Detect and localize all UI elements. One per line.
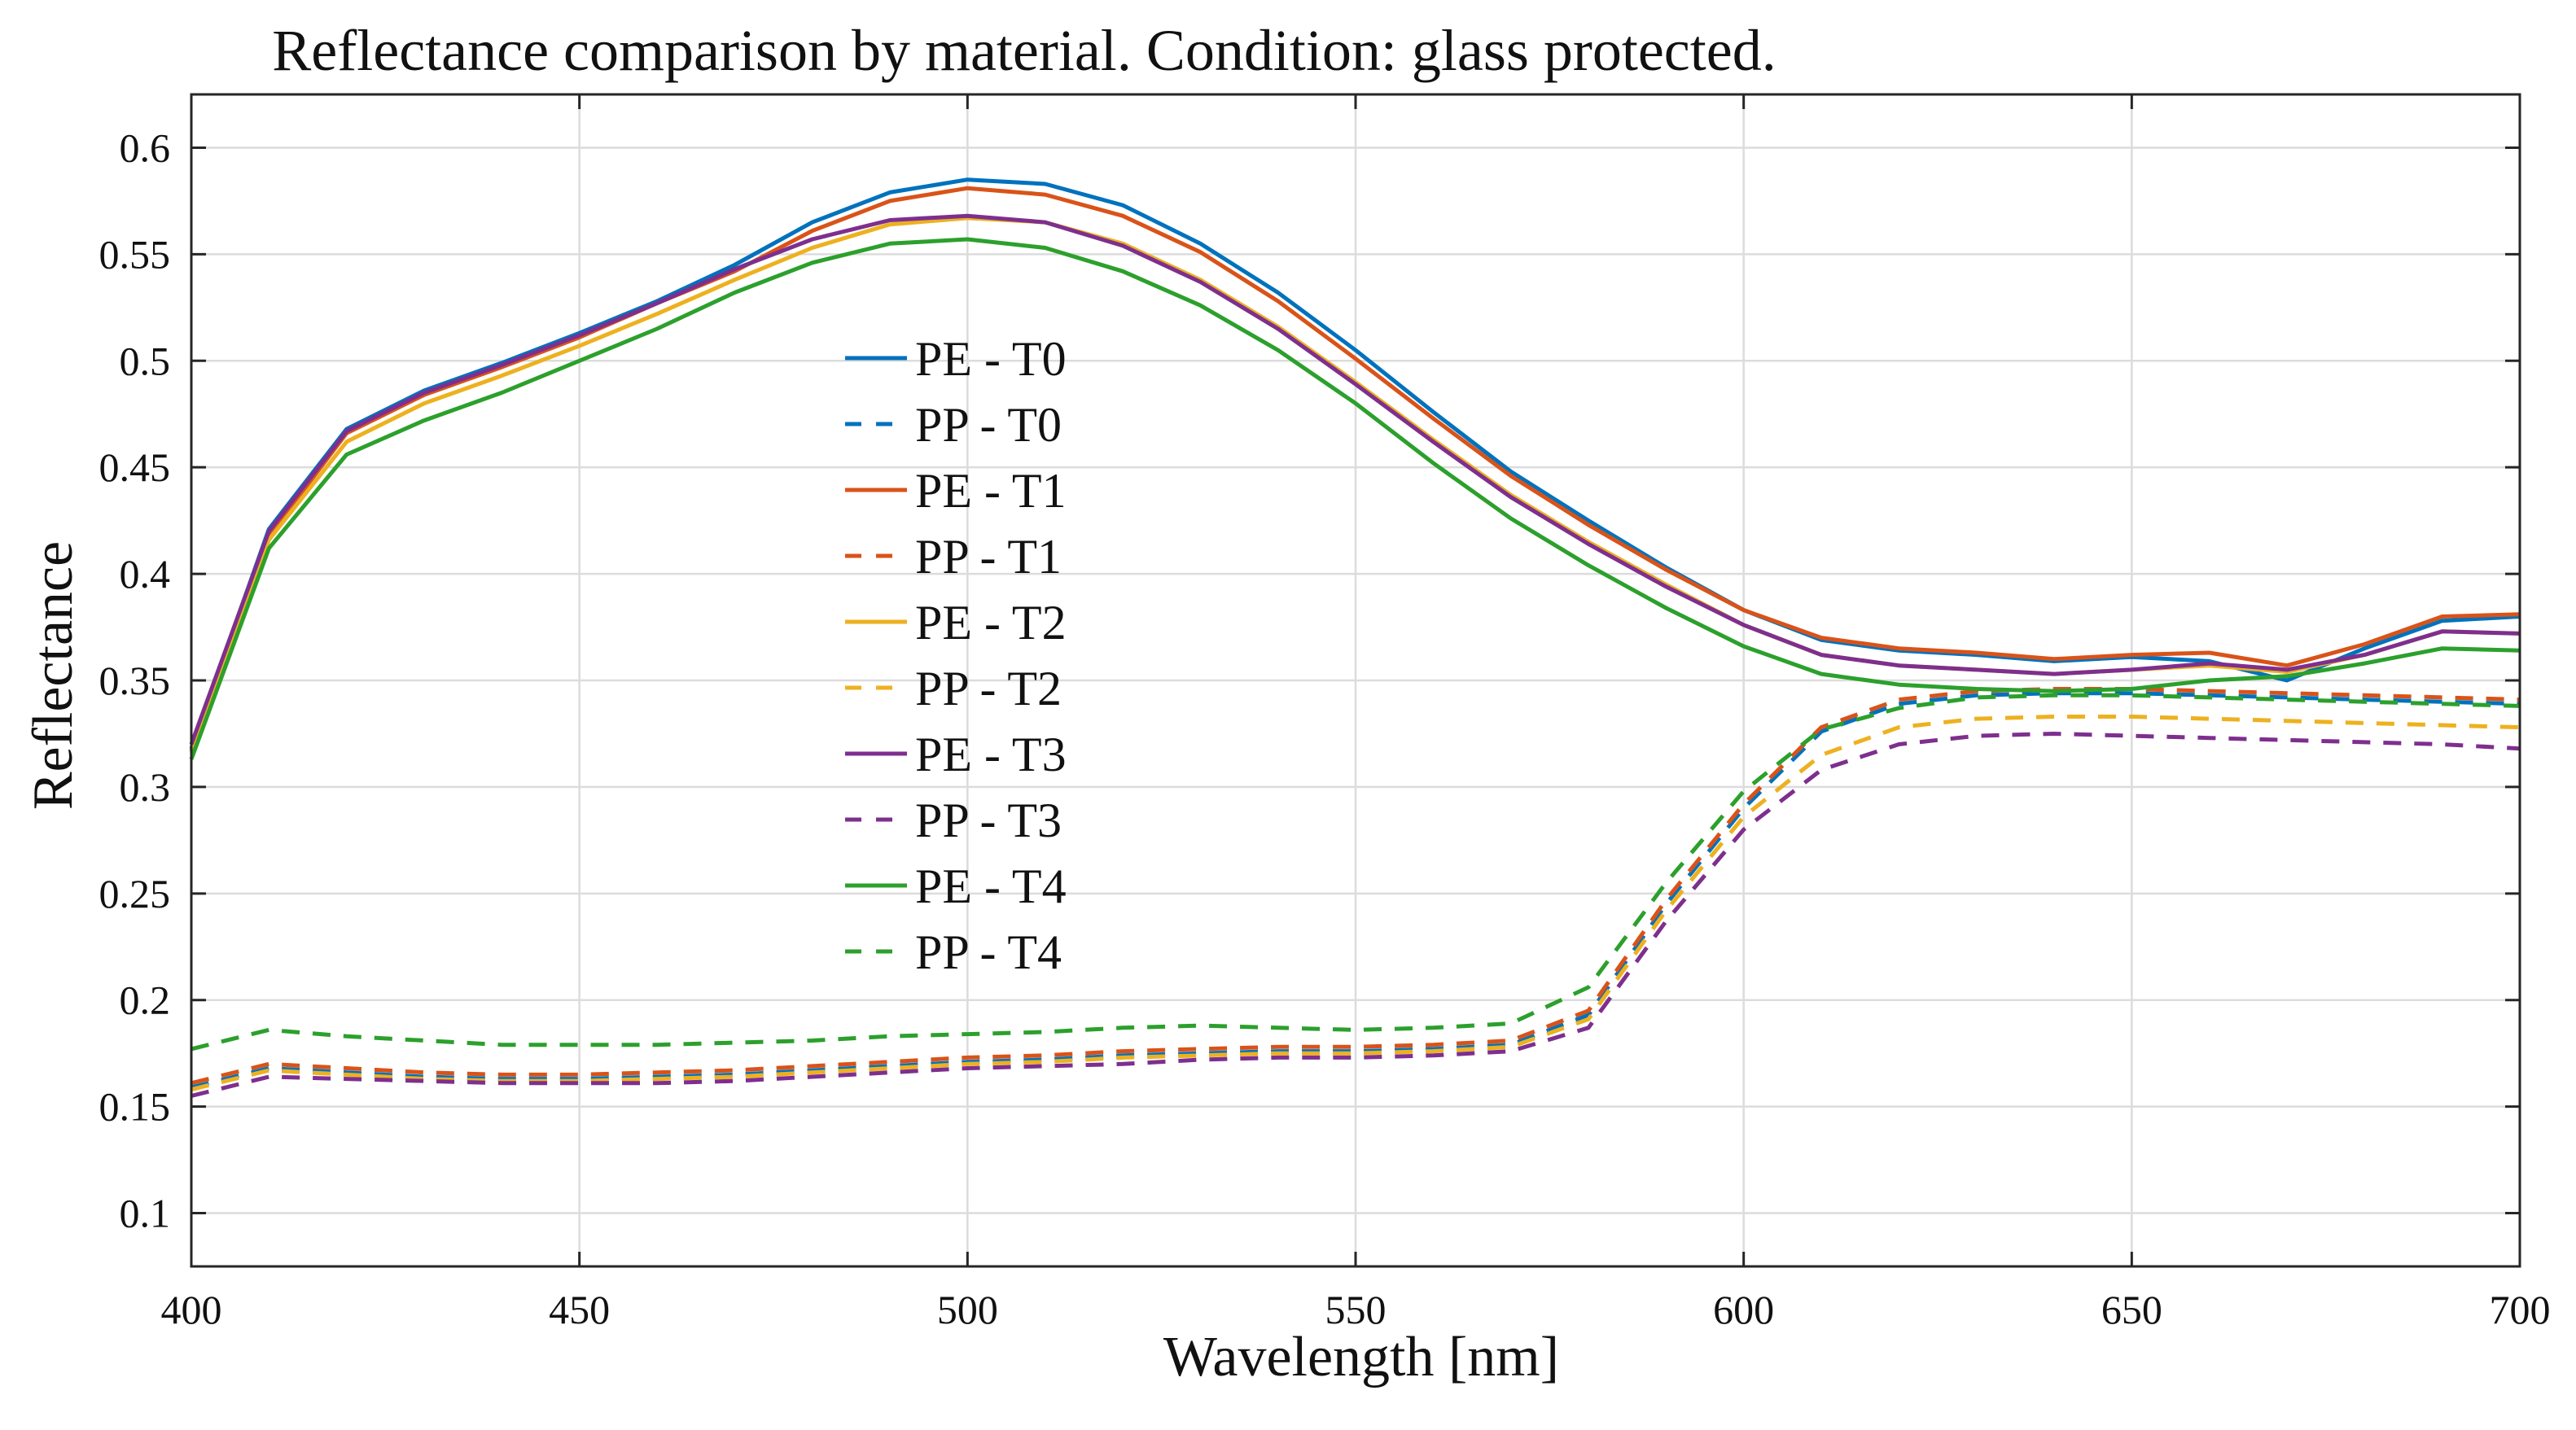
y-tick-labels: 0.1 0.15 0.2 0.25 0.3 0.35 0.4 0.45 0.5 0.55 0.6 xyxy=(99,125,171,1235)
x-tick-label: 400 xyxy=(161,1287,222,1332)
y-tick-label: 0.25 xyxy=(99,871,171,916)
series-line-pe-t4 xyxy=(189,237,2521,760)
legend-label-pp-t2: PP - T2 xyxy=(915,662,1062,715)
x-tick-labels: 400 450 500 550 600 650 700 xyxy=(161,1287,2551,1332)
x-tick-label: 550 xyxy=(1325,1287,1387,1332)
legend-label-pp-t0: PP - T0 xyxy=(915,398,1062,452)
y-tick-label: 0.6 xyxy=(120,125,171,170)
y-tick-label: 0.35 xyxy=(99,658,171,703)
legend: PE - T0 PP - T0 PE - T1 PP - T1 PE - T2 PP - … xyxy=(845,332,1067,979)
legend-label-pe-t2: PE - T2 xyxy=(915,596,1067,649)
y-tick-label: 0.5 xyxy=(120,338,171,383)
x-tick-label: 600 xyxy=(1713,1287,1774,1332)
tick-marks xyxy=(190,94,2521,1266)
series-line-pp-t0 xyxy=(191,691,2521,1090)
y-tick-label: 0.45 xyxy=(99,444,171,490)
series-line-pp-t2 xyxy=(191,715,2521,1092)
legend-label-pp-t4: PP - T4 xyxy=(915,925,1062,979)
x-tick-label: 500 xyxy=(937,1287,998,1332)
y-tick-label: 0.15 xyxy=(99,1084,171,1130)
y-tick-label: 0.55 xyxy=(99,231,171,277)
grid-lines xyxy=(190,94,2521,1266)
legend-label-pe-t0: PE - T0 xyxy=(915,332,1067,386)
legend-label-pe-t4: PE - T4 xyxy=(915,859,1067,913)
legend-label-pe-t1: PE - T1 xyxy=(915,464,1067,518)
y-tick-label: 0.2 xyxy=(120,977,171,1023)
series-lines xyxy=(189,177,2521,1098)
legend-label-pp-t1: PP - T1 xyxy=(915,530,1062,584)
chart-title: Reflectance comparison by material. Cond… xyxy=(272,18,1776,83)
y-tick-label: 0.3 xyxy=(120,764,171,810)
x-tick-label: 450 xyxy=(549,1287,610,1332)
x-tick-label: 700 xyxy=(2490,1287,2551,1332)
x-tick-label: 650 xyxy=(2101,1287,2162,1332)
legend-label-pe-t3: PE - T3 xyxy=(915,728,1067,781)
series-line-pe-t3 xyxy=(189,213,2521,746)
y-axis-title: Reflectance xyxy=(22,541,85,810)
x-axis-title: Wavelength [nm] xyxy=(1163,1326,1559,1388)
y-tick-label: 0.1 xyxy=(120,1191,171,1236)
legend-label-pp-t3: PP - T3 xyxy=(915,794,1062,847)
y-tick-label: 0.4 xyxy=(120,551,171,597)
